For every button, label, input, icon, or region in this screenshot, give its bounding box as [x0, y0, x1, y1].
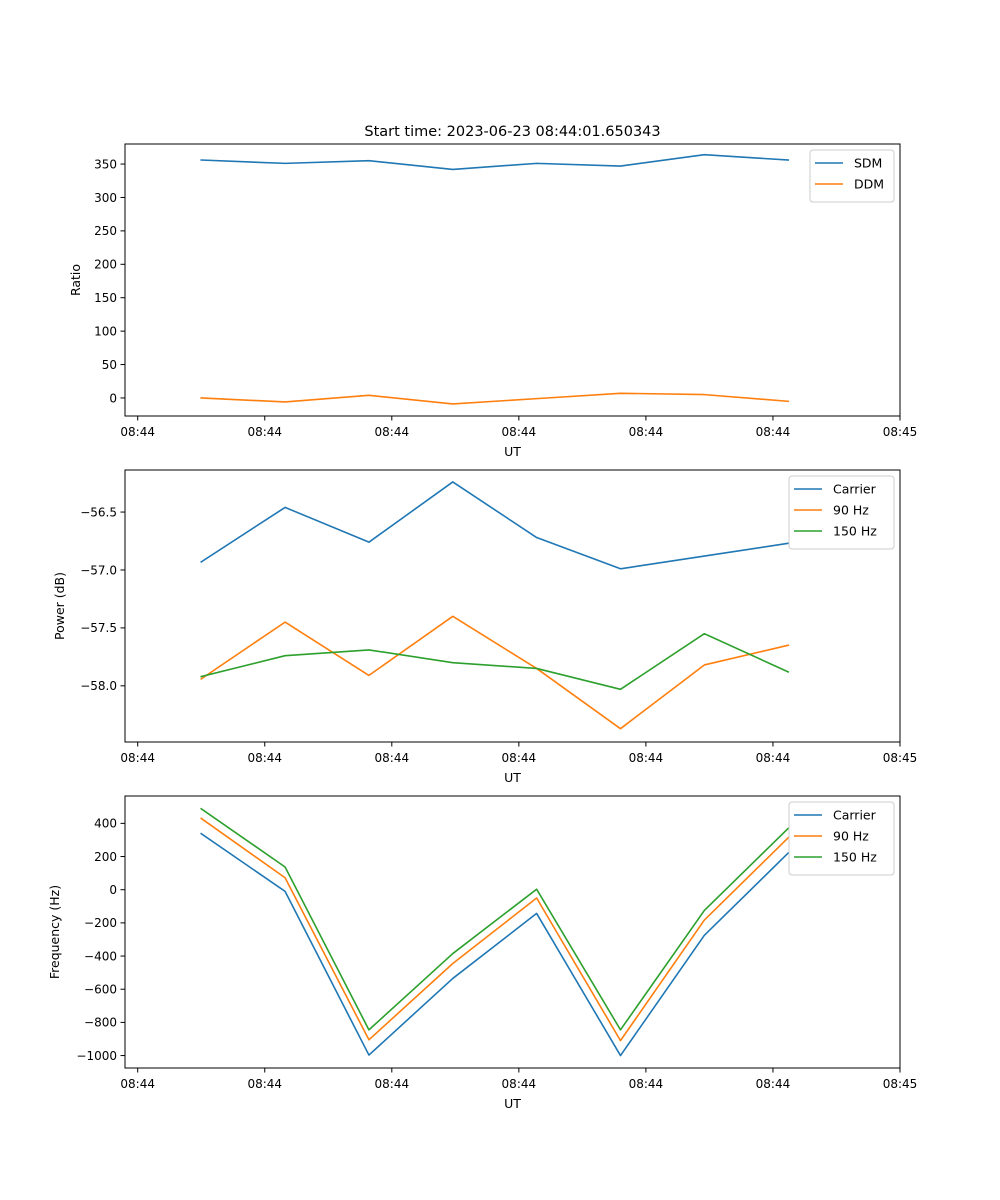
legend-label: Carrier — [833, 482, 877, 497]
x-tick-label: 08:44 — [629, 1077, 664, 1091]
y-tick-label: 0 — [109, 391, 117, 405]
y-tick-label: −600 — [84, 983, 117, 997]
x-tick-label: 08:44 — [502, 425, 537, 439]
y-tick-label: −58.0 — [80, 679, 117, 693]
chart-title: Start time: 2023-06-23 08:44:01.650343 — [364, 124, 660, 140]
series-line-ddm — [200, 392, 790, 405]
axes-frame — [124, 143, 901, 417]
x-axis-label: UT — [504, 770, 521, 785]
panels: 08:44 08:44 08:44 08:44 08:44 08:44 08:45 0 50 10… — [47, 143, 918, 1111]
legend: Carrier 90 Hz 150 Hz — [788, 801, 895, 876]
panel-power: 08:44 08:44 08:44 08:44 08:44 08:44 08:45 −58.0… — [52, 469, 918, 785]
x-tick-label: 08:44 — [120, 425, 155, 439]
y-tick-label: −57.0 — [80, 563, 117, 577]
axes-frame — [124, 469, 901, 743]
y-tick-label: 200 — [94, 850, 117, 864]
x-tick-label: 08:44 — [629, 751, 664, 765]
y-tick-label: −1000 — [76, 1049, 117, 1063]
x-tick-label: 08:44 — [247, 1077, 282, 1091]
legend-label: DDM — [854, 177, 884, 192]
y-tick-label: 0 — [109, 883, 117, 897]
legend-label: 90 Hz — [833, 829, 869, 844]
axes-frame — [124, 795, 901, 1069]
x-tick-label: 08:44 — [629, 425, 664, 439]
y-axis-label: Frequency (Hz) — [47, 885, 62, 979]
series-line-carrier — [200, 481, 790, 570]
y-tick-label: 250 — [94, 224, 117, 238]
y-tick-label: −400 — [84, 949, 117, 963]
legend-label: 150 Hz — [833, 524, 877, 539]
y-tick-label: −56.5 — [80, 505, 117, 519]
x-tick-label: 08:44 — [502, 1077, 537, 1091]
legend-label: 90 Hz — [833, 503, 869, 518]
x-tick-label: 08:44 — [502, 751, 537, 765]
y-axis-label: Power (dB) — [52, 572, 67, 640]
x-tick-label: 08:44 — [247, 751, 282, 765]
x-tick-label: 08:44 — [375, 1077, 410, 1091]
x-tick-label: 08:44 — [375, 751, 410, 765]
x-tick-label: 08:45 — [883, 425, 918, 439]
series-line-carrier — [200, 832, 790, 1057]
panel-frequency: 08:44 08:44 08:44 08:44 08:44 08:44 08:45 −1000… — [47, 795, 918, 1111]
x-tick-label: 08:44 — [120, 1077, 155, 1091]
legend-label: SDM — [854, 156, 882, 171]
legend-label: Carrier — [833, 808, 877, 823]
x-tick-label: 08:45 — [883, 751, 918, 765]
legend: Carrier 90 Hz 150 Hz — [788, 475, 895, 550]
x-tick-label: 08:44 — [375, 425, 410, 439]
x-tick-label: 08:44 — [756, 425, 791, 439]
x-axis-label: UT — [504, 444, 521, 459]
series-line-150-hz — [200, 807, 790, 1031]
y-tick-label: −200 — [84, 916, 117, 930]
y-tick-label: 300 — [94, 191, 117, 205]
x-tick-label: 08:44 — [756, 751, 791, 765]
series-line-150-hz — [200, 632, 790, 691]
y-tick-label: 200 — [94, 258, 117, 272]
x-tick-label: 08:44 — [247, 425, 282, 439]
x-tick-label: 08:44 — [120, 751, 155, 765]
legend-label: 150 Hz — [833, 850, 877, 865]
y-tick-label: 400 — [94, 817, 117, 831]
panel-ratio: 08:44 08:44 08:44 08:44 08:44 08:44 08:45 0 50 10… — [68, 143, 918, 459]
y-axis-label: Ratio — [68, 264, 83, 296]
y-tick-label: 100 — [94, 324, 117, 338]
x-axis-label: UT — [504, 1096, 521, 1111]
y-tick-label: 350 — [94, 157, 117, 171]
legend: SDM DDM — [809, 149, 895, 203]
x-tick-label: 08:44 — [756, 1077, 791, 1091]
series-line-90-hz — [200, 615, 790, 730]
series-line-sdm — [200, 153, 790, 171]
y-tick-label: 150 — [94, 291, 117, 305]
y-tick-label: 50 — [102, 358, 117, 372]
y-tick-label: −800 — [84, 1016, 117, 1030]
x-tick-label: 08:45 — [883, 1077, 918, 1091]
series-line-90-hz — [200, 817, 790, 1042]
y-tick-label: −57.5 — [80, 621, 117, 635]
